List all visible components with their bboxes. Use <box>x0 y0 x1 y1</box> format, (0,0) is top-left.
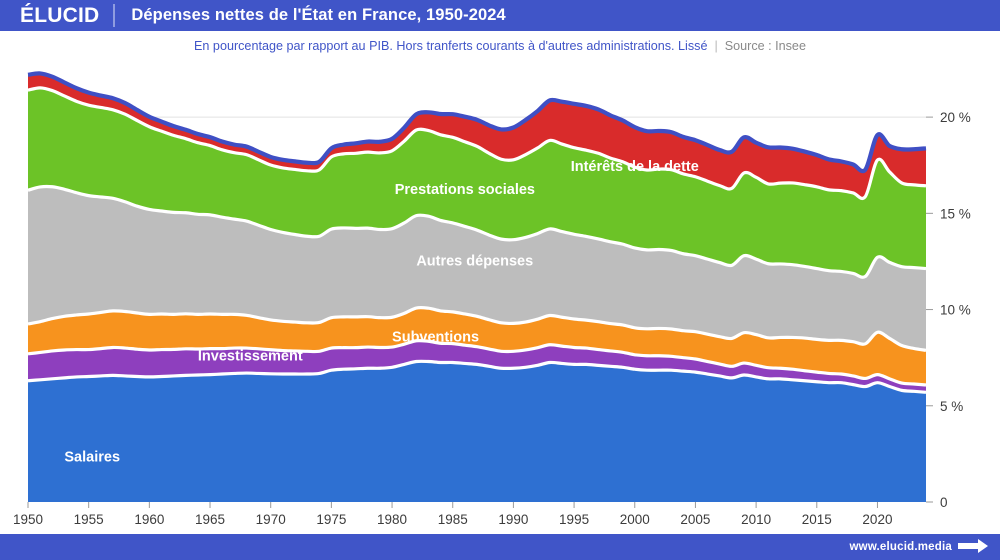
series-label-investissement: Investissement <box>198 349 303 365</box>
x-axis-label: 1950 <box>13 512 43 527</box>
x-axis-label: 1995 <box>559 512 589 527</box>
x-axis-label: 1975 <box>316 512 346 527</box>
header-bar: ÉLUCID Dépenses nettes de l'État en Fran… <box>0 0 1000 31</box>
x-axis-label: 1985 <box>438 512 468 527</box>
series-label-salaires: Salaires <box>64 450 120 466</box>
area-band-investissement <box>28 340 926 393</box>
total-line <box>27 71 927 174</box>
x-axis-label: 1990 <box>498 512 528 527</box>
page-title: Dépenses nettes de l'État en France, 195… <box>131 6 506 24</box>
series-label-int-r-ts-de-la-dette: Intérêts de la dette <box>571 159 699 175</box>
stacked-area-chart: 0 5 % 10 % 15 % 20 % 1950 1955 1960 1965 1970 1975… <box>13 71 971 527</box>
y-axis-label: 15 % <box>940 206 971 221</box>
x-axis-label: 2015 <box>802 512 832 527</box>
area-band-int-r-ts-de-la-dette <box>28 73 926 199</box>
y-axis-label: 10 % <box>940 303 971 318</box>
x-axis-label: 2020 <box>862 512 892 527</box>
chart-source: Source : Insee <box>724 39 806 53</box>
area-band-autres-d-penses <box>28 186 926 351</box>
x-axis-label: 1960 <box>134 512 164 527</box>
footer-bar: www.elucid.media <box>0 534 1000 560</box>
y-axis-label: 20 % <box>940 110 971 125</box>
band-separator <box>27 338 927 387</box>
series-label-prestations-sociales: Prestations sociales <box>395 182 535 198</box>
band-separator <box>27 305 927 352</box>
x-axis-label: 2000 <box>620 512 650 527</box>
area-band-salaires <box>28 361 926 502</box>
series-label-subventions: Subventions <box>392 329 479 345</box>
elucid-logo: ÉLUCID <box>20 4 100 27</box>
website-label: www.elucid.media <box>849 541 952 553</box>
chart-plot-area: 0 5 % 10 % 15 % 20 % 1950 1955 1960 1965 1970 1975… <box>0 61 1000 534</box>
x-axis-label: 1980 <box>377 512 407 527</box>
series-label-autres-d-penses: Autres dépenses <box>416 253 533 269</box>
band-separator <box>27 359 927 394</box>
area-band-prestations-sociales <box>28 87 926 278</box>
chart-subtitle: En pourcentage par rapport au PIB. Hors … <box>194 39 708 53</box>
band-separator <box>27 86 927 201</box>
subtitle-bar: En pourcentage par rapport au PIB. Hors … <box>0 31 1000 61</box>
x-axis-label: 1970 <box>256 512 286 527</box>
y-axis-label: 0 <box>940 495 948 510</box>
elucid-arrow-icon <box>958 539 988 553</box>
logo-divider <box>113 4 116 27</box>
x-axis-label: 1955 <box>74 512 104 527</box>
x-axis-label: 2010 <box>741 512 771 527</box>
subtitle-separator: | <box>714 39 718 53</box>
x-axis-label: 2005 <box>680 512 710 527</box>
band-separator <box>27 184 927 279</box>
y-axis-label: 5 % <box>940 399 963 414</box>
x-axis-label: 1965 <box>195 512 225 527</box>
